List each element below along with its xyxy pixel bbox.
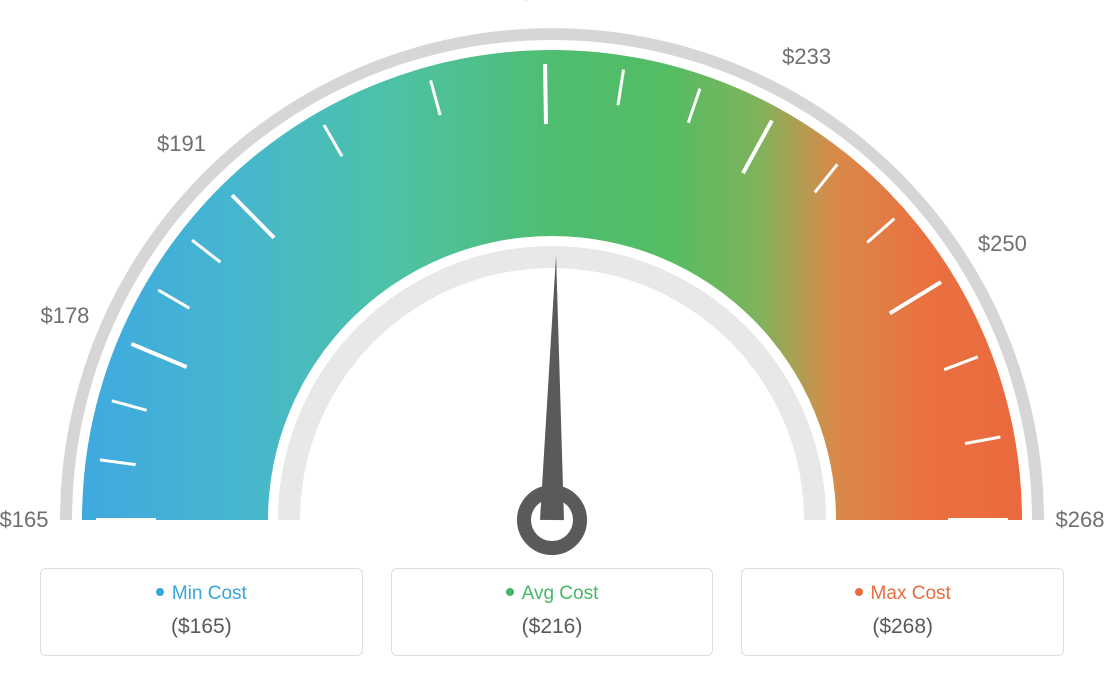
gauge-tick-label: $191 xyxy=(157,131,206,157)
legend-title-text: Max Cost xyxy=(871,583,951,604)
gauge-tick-label: $216 xyxy=(519,0,568,5)
gauge-tick-label: $268 xyxy=(1056,507,1104,533)
gauge-tick-label: $250 xyxy=(978,231,1027,257)
legend-value: ($268) xyxy=(752,615,1053,639)
bullet-icon xyxy=(156,588,164,596)
legend-card-max: Max Cost ($268) xyxy=(741,568,1064,656)
legend-title-text: Min Cost xyxy=(172,583,247,604)
gauge-svg xyxy=(0,0,1104,560)
legend-card-avg: Avg Cost ($216) xyxy=(391,568,714,656)
legend-title: Max Cost xyxy=(752,583,1053,605)
legend-title-text: Avg Cost xyxy=(522,583,599,604)
bullet-icon xyxy=(855,588,863,596)
legend-title: Avg Cost xyxy=(402,583,703,605)
gauge-needle xyxy=(540,255,564,520)
major-tick xyxy=(545,64,546,124)
legend-value: ($216) xyxy=(402,615,703,639)
gauge-chart: $165 $178 $191 $216 $233 $250 $268 xyxy=(0,0,1104,560)
gauge-tick-label: $178 xyxy=(40,303,89,329)
bullet-icon xyxy=(506,588,514,596)
legend-card-min: Min Cost ($165) xyxy=(40,568,363,656)
gauge-tick-label: $233 xyxy=(782,44,831,70)
legend-title: Min Cost xyxy=(51,583,352,605)
legend-value: ($165) xyxy=(51,615,352,639)
legend-row: Min Cost ($165) Avg Cost ($216) Max Cost ($26… xyxy=(0,568,1104,656)
gauge-tick-label: $165 xyxy=(0,507,48,533)
